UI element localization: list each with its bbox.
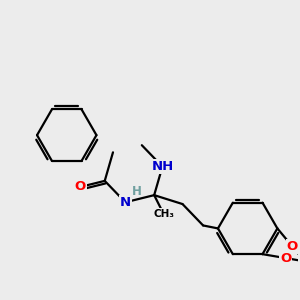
Text: O: O xyxy=(75,180,86,194)
Text: N: N xyxy=(120,196,131,209)
Text: H: H xyxy=(132,185,142,198)
Text: NH: NH xyxy=(151,160,173,173)
Text: O: O xyxy=(280,252,291,265)
Text: O: O xyxy=(287,240,298,253)
Text: CH₃: CH₃ xyxy=(153,209,174,219)
